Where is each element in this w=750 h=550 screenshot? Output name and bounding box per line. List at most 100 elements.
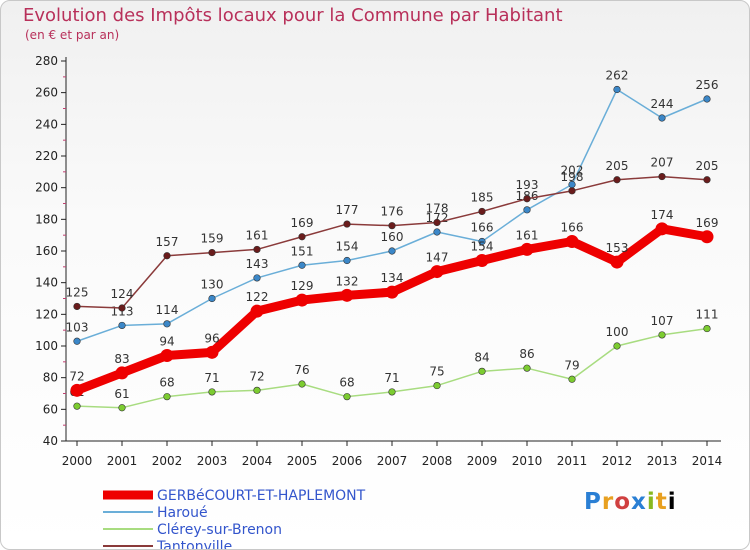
data-point [613, 85, 621, 94]
data-label: 71 [204, 371, 219, 385]
legend-label: Haroué [157, 505, 208, 521]
x-tick-label: 2001 [107, 454, 138, 468]
x-tick-label: 2012 [602, 454, 633, 468]
data-label: 157 [156, 235, 179, 249]
data-label: 125 [66, 285, 89, 299]
data-point [703, 176, 711, 184]
data-label: 79 [564, 358, 579, 372]
data-label: 124 [111, 287, 134, 301]
data-point [433, 218, 441, 227]
y-tick-label: 240 [35, 117, 58, 131]
data-label: 68 [159, 376, 174, 390]
x-tick-label: 2011 [557, 454, 588, 468]
data-label: 166 [561, 221, 584, 235]
x-tick-label: 2005 [287, 454, 318, 468]
data-point [73, 337, 81, 345]
data-point [703, 95, 711, 103]
data-point [208, 294, 216, 303]
y-tick-label: 260 [35, 86, 58, 100]
data-point [658, 114, 666, 122]
y-tick-label: 60 [43, 402, 58, 416]
data-label: 177 [336, 203, 359, 217]
data-label: 185 [471, 190, 494, 204]
data-point [343, 393, 351, 401]
data-point [160, 349, 174, 362]
data-label: 103 [66, 320, 89, 334]
data-label: 174 [651, 208, 674, 222]
data-point [163, 393, 171, 401]
x-tick-label: 2009 [467, 454, 498, 468]
data-point [658, 172, 666, 181]
data-point [118, 404, 126, 412]
data-label: 160 [381, 230, 404, 244]
data-label: 122 [246, 290, 269, 304]
data-label: 83 [114, 352, 129, 366]
y-tick-label: 200 [35, 181, 58, 195]
data-point [658, 331, 666, 339]
data-label: 154 [336, 240, 359, 254]
data-point [478, 207, 486, 216]
data-point [115, 366, 129, 380]
x-tick-label: 2013 [647, 454, 678, 468]
x-tick-label: 2004 [242, 454, 273, 468]
legend-label: GERBéCOURT-ET-HAPLEMONT [157, 488, 366, 504]
logo-letter: P [584, 489, 602, 515]
x-tick-label: 2006 [332, 454, 363, 468]
data-label: 111 [696, 308, 719, 322]
data-point [520, 242, 534, 256]
data-label: 114 [156, 303, 179, 317]
y-tick-label: 160 [35, 244, 58, 258]
data-label: 205 [606, 159, 629, 173]
data-label: 161 [246, 228, 269, 242]
data-label: 132 [336, 274, 359, 288]
data-point [385, 285, 399, 299]
data-label: 86 [519, 347, 534, 361]
data-label: 84 [474, 350, 489, 364]
data-label: 130 [201, 278, 224, 292]
data-label: 151 [291, 244, 314, 258]
y-tick-label: 280 [35, 54, 58, 68]
data-label: 153 [606, 241, 629, 255]
x-tick-label: 2002 [152, 454, 183, 468]
y-tick-label: 80 [43, 371, 58, 385]
data-point [163, 252, 171, 260]
data-point [700, 230, 714, 244]
chart-title: Evolution des Impôts locaux pour la Comm… [23, 5, 563, 26]
data-point [655, 222, 669, 236]
data-point [208, 248, 216, 257]
data-label: 159 [201, 232, 224, 246]
data-point [118, 304, 126, 312]
data-label: 68 [339, 376, 354, 390]
data-label: 202 [561, 164, 584, 178]
data-label: 166 [471, 221, 494, 235]
data-label: 154 [471, 240, 494, 254]
data-label: 96 [204, 331, 219, 345]
logo-letter: i [646, 489, 656, 515]
data-label: 169 [291, 216, 314, 230]
proxiti-logo: Proxiti [584, 489, 677, 515]
data-point [298, 261, 306, 269]
data-label: 161 [516, 228, 539, 242]
data-point [205, 345, 219, 359]
data-point [475, 254, 489, 267]
data-point [388, 247, 396, 255]
data-label: 72 [69, 369, 84, 383]
data-point [523, 364, 531, 372]
data-point [343, 256, 351, 265]
data-label: 198 [561, 170, 584, 184]
x-tick-label: 2000 [62, 454, 93, 468]
data-label: 176 [381, 205, 404, 219]
data-point [610, 255, 624, 269]
data-label: 107 [651, 314, 674, 328]
data-point [433, 381, 441, 390]
data-label: 71 [384, 371, 399, 385]
data-label: 262 [606, 69, 629, 83]
data-point [250, 304, 264, 318]
data-point [703, 324, 711, 333]
data-label: 94 [159, 335, 174, 349]
data-label: 256 [696, 78, 719, 92]
data-label: 193 [516, 178, 539, 192]
data-point [253, 245, 261, 254]
